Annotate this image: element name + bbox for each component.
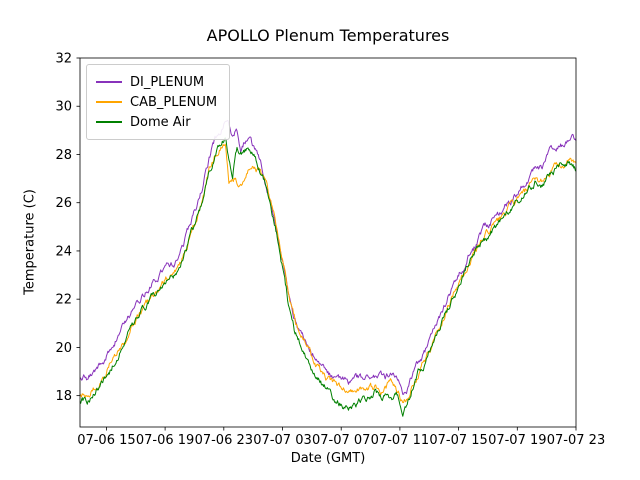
- legend-label: CAB_PLENUM: [130, 94, 218, 110]
- y-tick-label: 20: [55, 341, 72, 356]
- y-tick-label: 28: [55, 148, 72, 163]
- x-tick-label: 07-07 23: [547, 433, 605, 448]
- y-tick-label: 26: [55, 196, 72, 211]
- legend-item: DI_PLENUM: [96, 72, 217, 92]
- x-tick-label: 07-07 11: [371, 433, 429, 448]
- series-line-di-plenum: [79, 119, 577, 395]
- plot-frame: [79, 57, 577, 428]
- series-line-dome-air: [79, 137, 577, 417]
- y-tick-label: 22: [55, 293, 72, 308]
- x-tick-label: 07-06 15: [77, 433, 135, 448]
- legend-item: Dome Air: [96, 112, 217, 132]
- x-tick-label: 07-06 19: [136, 433, 194, 448]
- legend-line-sample-di-plenum: [96, 81, 122, 83]
- series-line-cab-plenum: [79, 143, 577, 404]
- y-axis-label: Temperature (C): [22, 189, 38, 295]
- legend-line-sample-cab-plenum: [96, 101, 122, 103]
- x-tick-label: 07-07 03: [253, 433, 311, 448]
- legend: DI_PLENUM CAB_PLENUM Dome Air: [86, 64, 231, 140]
- legend-label: Dome Air: [130, 114, 191, 130]
- y-tick-label: 32: [55, 52, 72, 67]
- chart-title: APOLLO Plenum Temperatures: [206, 26, 450, 45]
- x-axis-label: Date (GMT): [290, 451, 366, 466]
- x-tick-label: 07-07 07: [312, 433, 370, 448]
- x-tick-label: 07-06 23: [195, 433, 253, 448]
- x-tick-label: 07-07 15: [429, 433, 487, 448]
- legend-label: DI_PLENUM: [130, 74, 205, 90]
- x-tick-label: 07-07 19: [488, 433, 546, 448]
- y-tick-label: 30: [55, 100, 72, 115]
- y-tick-label: 24: [55, 244, 72, 259]
- legend-item: CAB_PLENUM: [96, 92, 217, 112]
- y-tick-label: 18: [55, 389, 72, 404]
- legend-line-sample-dome-air: [96, 121, 122, 123]
